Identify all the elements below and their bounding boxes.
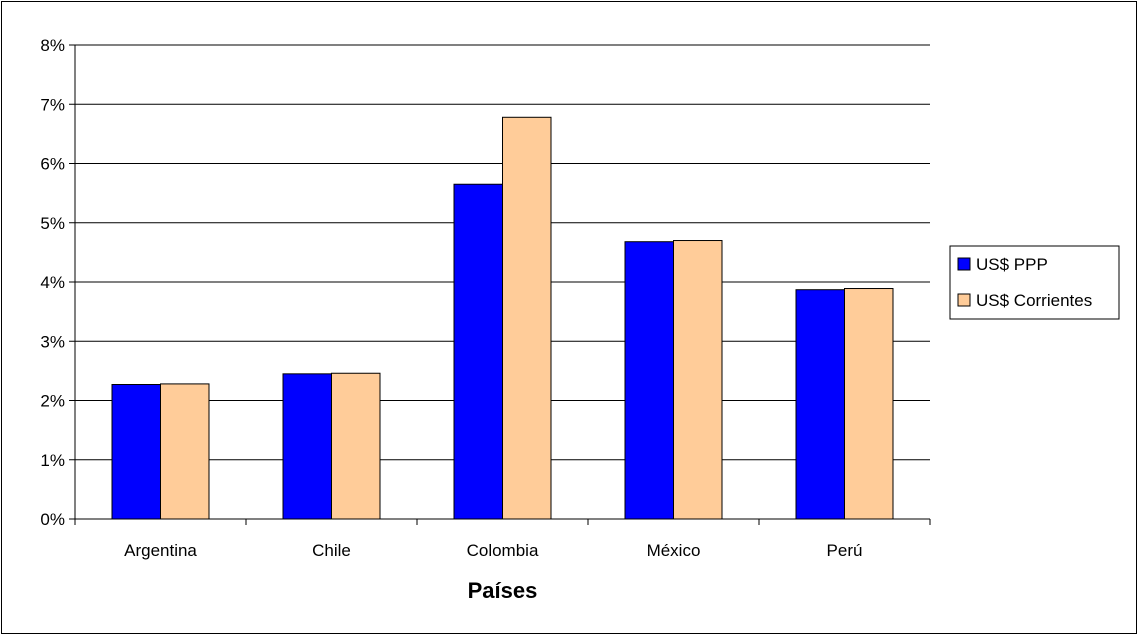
x-category-label: México [647, 541, 701, 560]
y-tick-labels: 0% 1% 2% 3% 4% 5% 6% 7% 8% [40, 36, 65, 529]
bar-chile-us-ppp [282, 373, 332, 520]
bar-mexico-us-corrientes [673, 240, 723, 520]
bar-peru-us-corrientes [844, 288, 894, 520]
x-category-label: Chile [312, 541, 351, 560]
y-tick-label: 4% [40, 273, 65, 292]
y-tick-label: 6% [40, 155, 65, 174]
bar-argentina-us-ppp [111, 384, 161, 520]
y-tick-label: 3% [40, 332, 65, 351]
x-category-label: Argentina [124, 541, 197, 560]
bar-colombia-us-corrientes [502, 116, 552, 520]
axes [74, 45, 930, 520]
bar-chile-us-corrientes [331, 372, 381, 520]
y-tick-label: 7% [40, 95, 65, 114]
y-tick-label: 5% [40, 214, 65, 233]
y-tick-label: 0% [40, 510, 65, 529]
legend-swatch-us-corrientes [957, 293, 971, 307]
bar-mexico-us-ppp [624, 241, 674, 520]
bar-peru-us-ppp [795, 289, 845, 520]
y-tick-label: 2% [40, 392, 65, 411]
legend: US$ PPP US$ Corrientes [949, 245, 1120, 320]
legend-label-us-corrientes: US$ Corrientes [976, 291, 1092, 310]
x-category-label: Colombia [467, 541, 539, 560]
bar-colombia-us-ppp [453, 183, 503, 520]
legend-swatch-us-ppp [957, 257, 971, 271]
x-axis-title: Países [468, 578, 538, 603]
x-category-labels: Argentina Chile Colombia México Perú [124, 541, 862, 560]
legend-label-us-ppp: US$ PPP [976, 255, 1048, 274]
legend-box [949, 245, 1120, 320]
y-tick-label: 8% [40, 36, 65, 55]
bar-argentina-us-corrientes [160, 383, 210, 520]
bars [111, 116, 894, 520]
y-tick-label: 1% [40, 451, 65, 470]
x-category-label: Perú [827, 541, 863, 560]
